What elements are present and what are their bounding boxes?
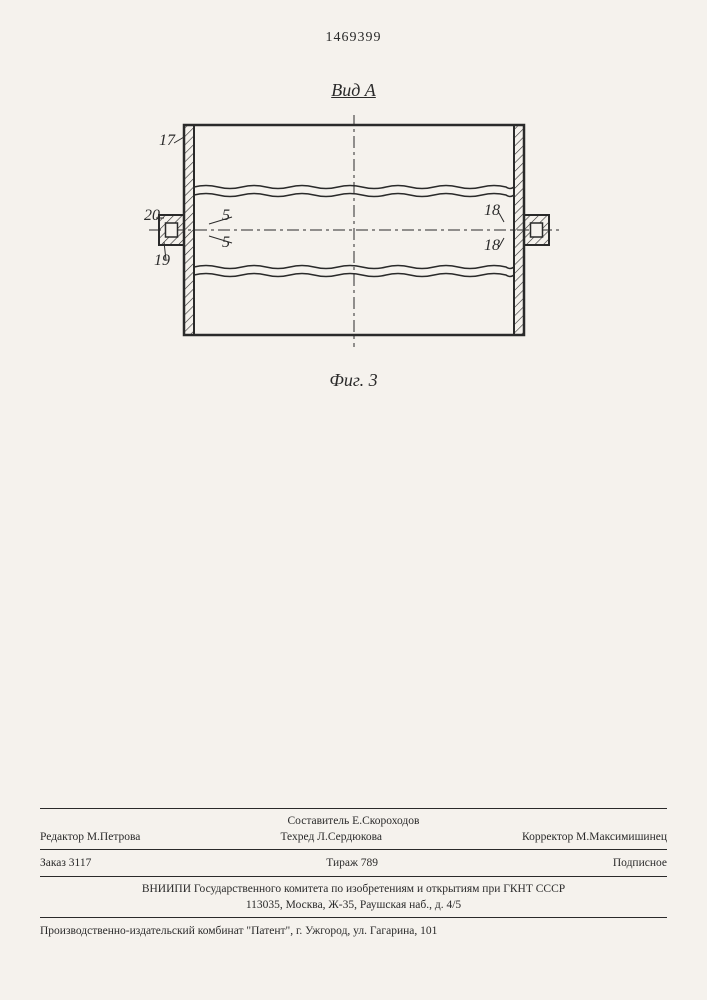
org-addr-1: 113035, Москва, Ж-35, Раушская наб., д. … bbox=[40, 897, 667, 913]
techred: Техред Л.Сердюкова bbox=[280, 831, 381, 843]
svg-text:5: 5 bbox=[222, 207, 230, 224]
footer-block: Составитель Е.Скороходов Редактор М.Петр… bbox=[40, 804, 667, 940]
patent-page: 1469399 Вид А 17 20 19 5 5 18 18 Фиг. 3 Состав… bbox=[0, 0, 707, 1000]
circulation: Тираж 789 bbox=[326, 857, 378, 869]
svg-text:18: 18 bbox=[484, 237, 500, 254]
credits-row: Редактор М.Петрова Техред Л.Сердюкова Ко… bbox=[40, 829, 667, 845]
document-number: 1469399 bbox=[326, 30, 382, 46]
order-number: Заказ 3117 bbox=[40, 857, 91, 869]
corrector: Корректор М.Максимишинец bbox=[522, 831, 667, 843]
editor: Редактор М.Петрова bbox=[40, 831, 140, 843]
svg-text:20: 20 bbox=[144, 207, 160, 224]
view-label: Вид А bbox=[331, 80, 376, 101]
svg-text:18: 18 bbox=[484, 202, 500, 219]
org-line-1: ВНИИПИ Государственного комитета по изоб… bbox=[40, 881, 667, 897]
divider bbox=[40, 917, 667, 918]
svg-text:19: 19 bbox=[154, 252, 170, 269]
order-row: Заказ 3117 Тираж 789 Подписное bbox=[40, 854, 667, 872]
technical-figure: 17 20 19 5 5 18 18 bbox=[104, 115, 604, 355]
divider bbox=[40, 808, 667, 809]
svg-text:17: 17 bbox=[159, 132, 176, 149]
divider bbox=[40, 849, 667, 850]
composer-line: Составитель Е.Скороходов bbox=[40, 813, 667, 829]
subscription: Подписное bbox=[613, 857, 667, 869]
publisher-line: Производственно-издательский комбинат "П… bbox=[40, 922, 667, 940]
divider bbox=[40, 876, 667, 877]
svg-text:5: 5 bbox=[222, 234, 230, 251]
figure-caption: Фиг. 3 bbox=[329, 370, 377, 391]
